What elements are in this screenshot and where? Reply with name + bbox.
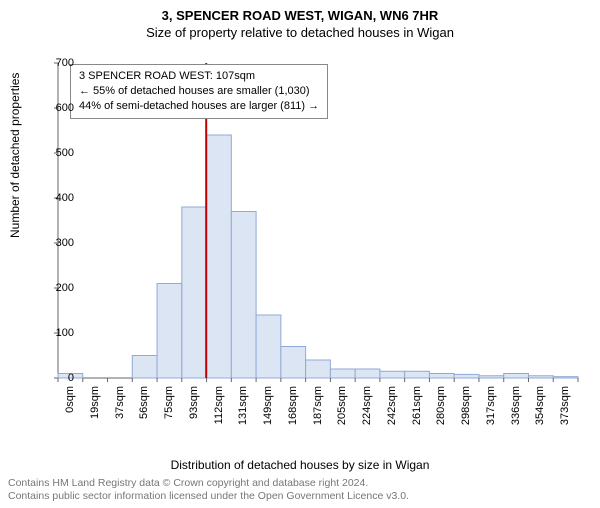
- y-tick-label: 0: [68, 372, 74, 384]
- page-title: 3, SPENCER ROAD WEST, WIGAN, WN6 7HR: [0, 8, 600, 23]
- x-tick-label: 37sqm: [114, 386, 126, 426]
- x-axis-label: Distribution of detached houses by size …: [0, 458, 600, 472]
- x-tick-label: 373sqm: [559, 386, 571, 426]
- x-tick-label: 280sqm: [435, 386, 447, 426]
- y-tick-label: 300: [56, 237, 74, 249]
- y-tick-label: 700: [56, 57, 74, 69]
- y-axis-label: Number of detached properties: [8, 73, 22, 238]
- annotation-line: 44% of semi-detached houses are larger (…: [79, 99, 319, 114]
- x-tick-label: 0sqm: [64, 386, 76, 426]
- y-tick-label: 100: [56, 327, 74, 339]
- x-tick-label: 56sqm: [138, 386, 150, 426]
- x-tick-label: 149sqm: [262, 386, 274, 426]
- x-tick-label: 242sqm: [386, 386, 398, 426]
- x-tick-label: 317sqm: [485, 386, 497, 426]
- y-tick-label: 200: [56, 282, 74, 294]
- x-tick-label: 261sqm: [411, 386, 423, 426]
- x-tick-label: 224sqm: [361, 386, 373, 426]
- x-tick-label: 168sqm: [287, 386, 299, 426]
- footer-line: Contains HM Land Registry data © Crown c…: [8, 477, 409, 491]
- page-subtitle: Size of property relative to detached ho…: [0, 25, 600, 40]
- x-tick-label: 93sqm: [188, 386, 200, 426]
- footer-line: Contains public sector information licen…: [8, 490, 409, 504]
- x-tick-label: 131sqm: [237, 386, 249, 426]
- x-tick-label: 112sqm: [213, 386, 225, 426]
- y-tick-label: 600: [56, 102, 74, 114]
- x-tick-label: 354sqm: [534, 386, 546, 426]
- annotation-line: ← 55% of detached houses are smaller (1,…: [79, 84, 319, 99]
- annotation-box: 3 SPENCER ROAD WEST: 107sqm ← 55% of det…: [70, 64, 328, 119]
- x-tick-label: 187sqm: [312, 386, 324, 426]
- annotation-line: 3 SPENCER ROAD WEST: 107sqm: [79, 69, 319, 84]
- x-tick-label: 298sqm: [460, 386, 472, 426]
- x-tick-label: 75sqm: [163, 386, 175, 426]
- x-tick-label: 205sqm: [336, 386, 348, 426]
- y-tick-label: 500: [56, 147, 74, 159]
- x-tick-label: 336sqm: [510, 386, 522, 426]
- y-tick-label: 400: [56, 192, 74, 204]
- x-tick-label: 19sqm: [89, 386, 101, 426]
